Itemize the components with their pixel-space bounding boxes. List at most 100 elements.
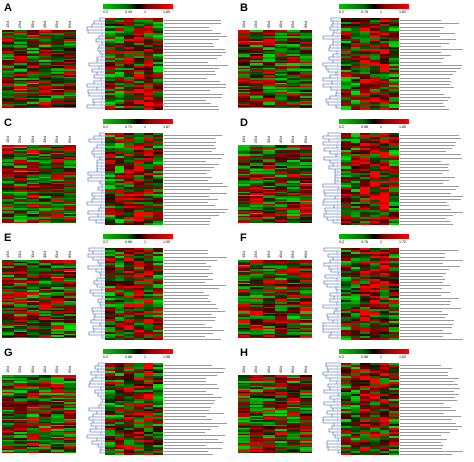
heatmap-cell [105, 87, 116, 90]
heatmap-cell [250, 61, 264, 64]
heatmap-cell [143, 68, 154, 71]
heatmap-cell [262, 58, 276, 61]
heatmap-cell [124, 105, 135, 109]
heatmap-cell [299, 49, 313, 52]
heatmap-cell [262, 45, 276, 47]
heatmap-cell [262, 84, 276, 86]
heatmap-cell [51, 60, 65, 62]
heatmap-cell [14, 102, 28, 104]
heatmap-cell [360, 107, 371, 111]
heatmap-cell [14, 30, 28, 32]
heatmap-cell [2, 105, 15, 107]
heatmap-cell [143, 24, 154, 27]
heatmap-cell [26, 82, 40, 85]
heatmap-cell [262, 67, 276, 70]
heatmap-cell [39, 64, 52, 67]
heatmap-cell [63, 52, 77, 55]
heatmap-cell [299, 100, 313, 103]
heatmap-cell [379, 32, 390, 36]
heatmap-cell [39, 61, 52, 64]
heatmap-cell [143, 452, 154, 456]
heatmap-cell [39, 91, 52, 94]
heatmap-cell [105, 55, 116, 59]
heatmap-cell [143, 57, 154, 61]
color-scale-bar [339, 349, 409, 354]
heatmap-cell [14, 67, 28, 70]
heatmap-cell [379, 20, 390, 23]
column-header: 25d [17, 136, 23, 143]
heatmap-cell [153, 74, 164, 77]
gene-label-line [164, 63, 228, 66]
heatmap-cell [114, 64, 125, 67]
heatmap-cell [287, 67, 301, 70]
heatmap-cell [341, 337, 352, 341]
heatmap-cell [350, 55, 361, 59]
heatmap-cell [275, 94, 288, 97]
heatmap-cell [153, 45, 164, 48]
heatmap-cell [14, 42, 28, 44]
heatmap-cell [105, 24, 116, 27]
heatmap-cell [153, 68, 164, 71]
heatmap-cell [114, 107, 125, 111]
heatmap-cell [2, 91, 15, 94]
heatmap-cell [63, 31, 77, 34]
heatmap-cell [262, 57, 276, 59]
heatmap-cell [2, 76, 15, 79]
heatmap-cell [250, 106, 264, 109]
heatmap-cell [14, 58, 28, 61]
heatmap-cell [63, 55, 77, 58]
heatmap-cell [153, 107, 164, 111]
heatmap-cell [370, 55, 381, 59]
heatmap-cell [134, 28, 145, 31]
heatmap-cell [51, 52, 65, 55]
heatmap-cell [63, 36, 77, 38]
heatmap-cell [341, 36, 352, 40]
heatmap-cell [262, 30, 276, 32]
color-scale-tick: 1.67 [163, 125, 170, 129]
heatmap-cell [360, 452, 371, 456]
color-scale-tick: 1 [380, 125, 382, 129]
clustered-heatmap [341, 363, 400, 456]
heatmap-cell [238, 60, 251, 62]
heatmap-cell [51, 45, 65, 47]
heatmap-cell [14, 84, 28, 86]
column-header: 55d [290, 136, 296, 143]
heatmap-cell [39, 69, 52, 71]
color-scale-tick: 1.55 [163, 240, 170, 244]
heatmap-cell [124, 95, 135, 98]
heatmap-cell [238, 30, 251, 32]
heatmap-cell [2, 51, 15, 53]
heatmap-cell [250, 42, 264, 44]
gene-label-column [164, 133, 230, 225]
heatmap-cell [250, 75, 264, 77]
heatmap-cell [134, 26, 145, 29]
heatmap-cell [124, 82, 135, 86]
panel-e: E 15d 25d 35d 45d 55d 65d 0.2 0.66 1 1.55 [0, 232, 235, 344]
heatmap-cell [2, 61, 15, 64]
heatmap-cell [389, 57, 400, 61]
heatmap-cell [379, 28, 390, 31]
heatmap-cell [51, 105, 65, 107]
color-scale-tick: 1.65 [163, 10, 170, 14]
heatmap-cell [26, 75, 40, 77]
heatmap-cell [275, 70, 288, 73]
group-marker-bar [101, 135, 102, 223]
heatmap-cell [250, 37, 264, 40]
heatmap-cell [63, 48, 77, 50]
heatmap-cell [350, 41, 361, 44]
heatmap-cell [124, 28, 135, 31]
heatmap-cell [250, 76, 264, 79]
heatmap-cell [299, 54, 313, 56]
heatmap-cell [26, 67, 40, 70]
heatmap-cell [134, 82, 145, 86]
heatmap-cell [389, 20, 400, 23]
heatmap-cell [63, 49, 77, 52]
heatmap-cell [51, 72, 65, 74]
heatmap-cell [370, 41, 381, 44]
heatmap-cell [14, 70, 28, 73]
heatmap-cell [39, 48, 52, 50]
heatmap-cell [143, 107, 154, 111]
heatmap-cell [370, 43, 381, 46]
heatmap-cell [39, 451, 52, 454]
heatmap-cell [275, 102, 288, 104]
